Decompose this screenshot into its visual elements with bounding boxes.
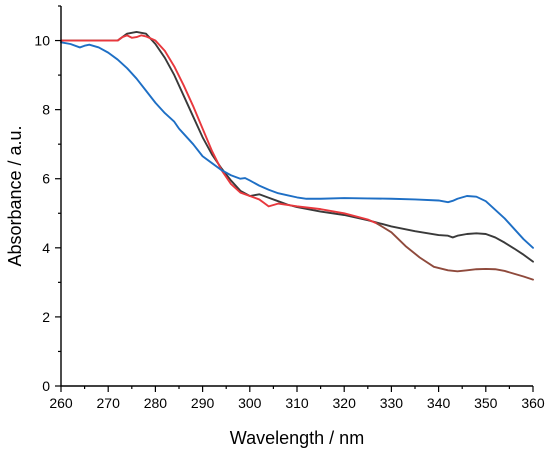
y-tick-label: 10 (34, 33, 50, 49)
x-tick-label: 340 (427, 395, 451, 411)
y-axis-title: Absorbance / a.u. (5, 125, 25, 266)
x-tick-label: 290 (191, 395, 215, 411)
y-tick-label: 2 (42, 309, 50, 325)
series-line-3 (376, 222, 534, 281)
x-tick-label: 320 (333, 395, 357, 411)
axes-frame (60, 6, 533, 387)
series-line-1 (60, 30, 534, 263)
x-tick-label: 330 (380, 395, 404, 411)
series-lines (60, 30, 534, 281)
axis-ticks: 260 270 280 290 300 310 320 330 340 350 360 0 2 4 6 8 10 (34, 5, 545, 411)
x-tick-label: 310 (285, 395, 309, 411)
x-tick-label: 350 (474, 395, 498, 411)
y-tick-label: 6 (42, 171, 50, 187)
series-line-2 (60, 34, 379, 225)
series-line-4 (60, 41, 534, 249)
y-tick-label: 4 (42, 240, 50, 256)
x-tick-label: 360 (521, 395, 545, 411)
x-tick-label: 300 (238, 395, 262, 411)
x-tick-label: 270 (97, 395, 121, 411)
x-axis-title: Wavelength / nm (230, 428, 364, 448)
x-tick-label: 280 (144, 395, 168, 411)
y-tick-label: 8 (42, 102, 50, 118)
y-tick-label: 0 (42, 378, 50, 394)
x-tick-label: 260 (49, 395, 73, 411)
